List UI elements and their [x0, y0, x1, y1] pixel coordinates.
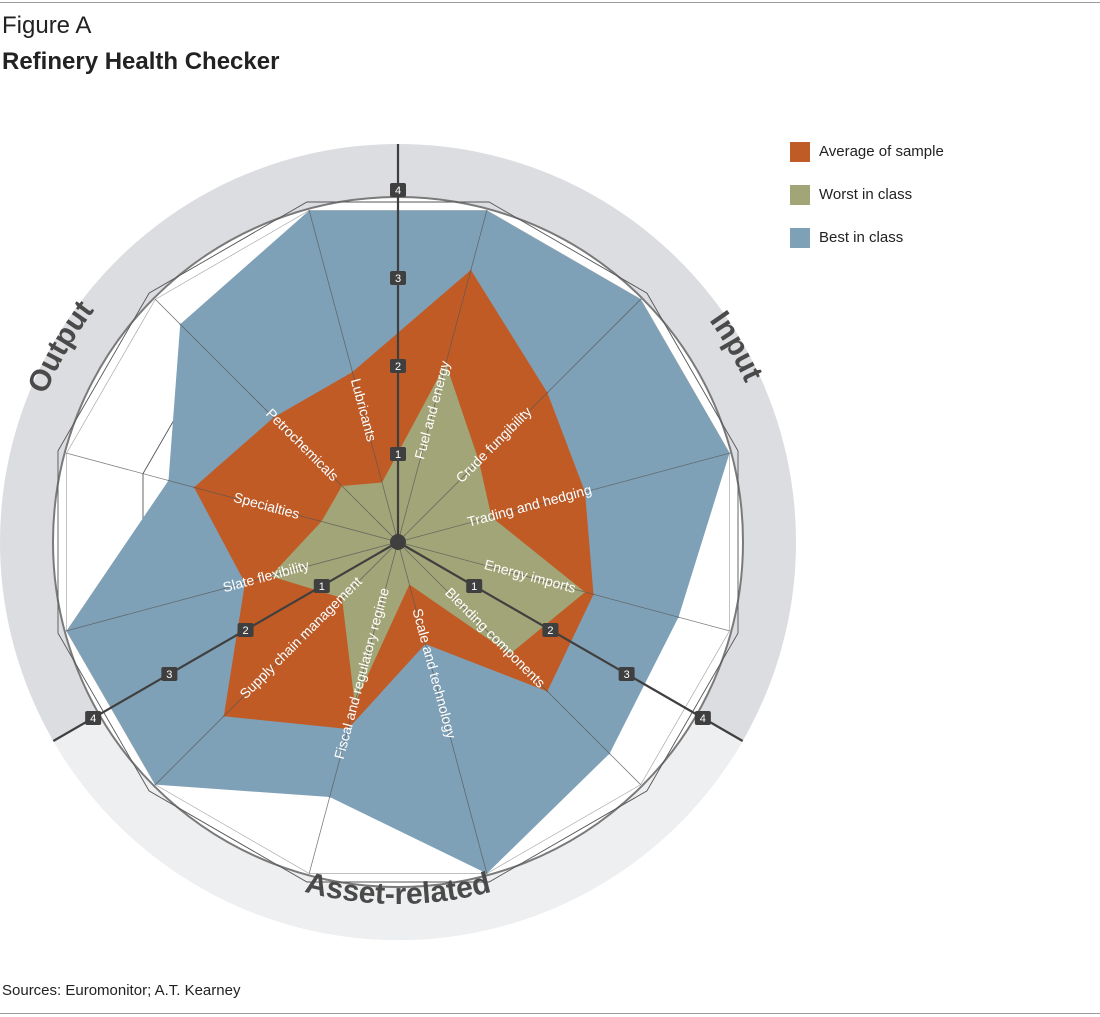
series-worst-in-class: [270, 363, 586, 704]
legend-swatch-worst: [790, 185, 810, 205]
divider-axes: 1 2 3 4 1 2 3 4 1 2 3 4: [52, 144, 744, 742]
tick-box-240-1: [313, 579, 330, 593]
tick-label-0-3: 3: [395, 273, 401, 285]
tick-label-0-4: 4: [395, 185, 401, 197]
legend-swatch-average: [790, 142, 810, 162]
spoke-trading-and-hedging: [397, 452, 730, 543]
legend-label-worst: Worst in class: [819, 186, 913, 203]
tick-label-120-3: 3: [624, 669, 630, 681]
tick-box-120-2: [542, 623, 559, 637]
spoke-fuel-and-energy: [397, 210, 488, 543]
tick-label-240-3: 3: [166, 669, 172, 681]
figure-label: Figure A: [2, 12, 92, 39]
spoke-supply-chain-management: [155, 541, 399, 785]
bottom-rule: [0, 1013, 1100, 1014]
tick-label-240-2: 2: [243, 625, 249, 637]
tick-label-240-4: 4: [90, 713, 96, 725]
divider-axis-240: [52, 541, 399, 742]
tick-label-0-2: 2: [395, 361, 401, 373]
tick-label-0-1: 1: [395, 449, 401, 461]
legend-swatch-best: [790, 228, 810, 248]
spokes: [66, 210, 730, 874]
tick-box-120-4: [694, 711, 711, 725]
tick-label-120-1: 1: [471, 581, 477, 593]
tick-label-120-4: 4: [700, 713, 706, 725]
source-note: Sources: Euromonitor; A.T. Kearney: [2, 982, 241, 999]
tick-label-240-1: 1: [319, 581, 325, 593]
legend-label-best: Best in class: [819, 229, 904, 246]
tick-box-120-3: [618, 667, 635, 681]
spoke-lubricants: [308, 210, 399, 543]
legend-label-average: Average of sample: [819, 143, 944, 160]
spoke-specialties: [66, 452, 399, 543]
spoke-fiscal-and-regulatory-regime: [308, 541, 399, 874]
spoke-slate-flexibility: [66, 541, 399, 632]
divider-axis-120: [397, 541, 744, 742]
tick-box-0-1: [390, 447, 406, 461]
tick-box-120-1: [466, 579, 483, 593]
tick-box-240-2: [237, 623, 254, 637]
tick-label-120-2: 2: [547, 625, 553, 637]
center-hub: [390, 534, 406, 550]
tick-box-240-4: [85, 711, 102, 725]
grid-level-4: [57, 201, 739, 883]
outer-ring-light-segment: [53, 714, 743, 940]
spoke-energy-imports: [397, 541, 730, 632]
top-rule: [0, 2, 1100, 3]
spoke-blending-components: [397, 541, 641, 785]
tick-box-240-3: [161, 667, 178, 681]
tick-box-0-2: [390, 359, 406, 373]
chart-title: Refinery Health Checker: [2, 48, 280, 75]
tick-box-0-3: [390, 271, 406, 285]
spoke-crude-fungibility: [397, 299, 641, 543]
tick-box-0-4: [390, 183, 406, 197]
spoke-scale-and-technology: [397, 541, 488, 874]
spoke-petrochemicals: [155, 299, 399, 543]
